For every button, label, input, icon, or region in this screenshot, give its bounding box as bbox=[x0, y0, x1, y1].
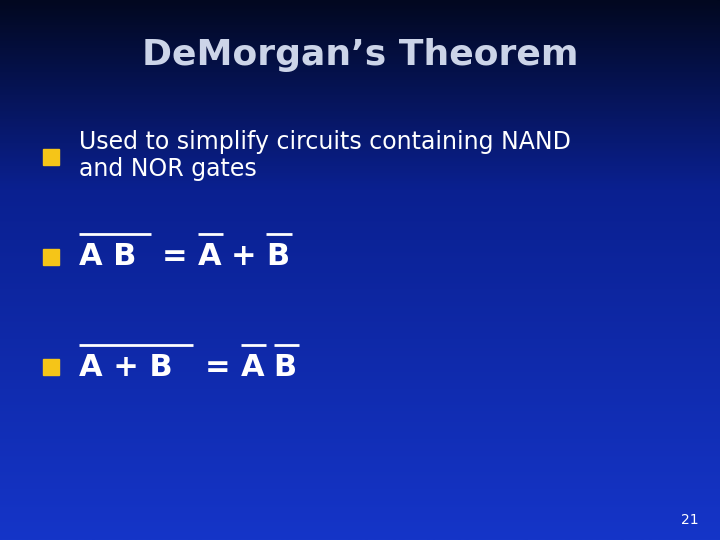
Text: A: A bbox=[241, 353, 265, 382]
Text: 21: 21 bbox=[681, 512, 698, 526]
Text: =: = bbox=[162, 242, 188, 271]
Bar bbox=[43, 149, 59, 165]
Bar bbox=[43, 360, 59, 375]
Text: and NOR gates: and NOR gates bbox=[79, 157, 257, 180]
Text: B: B bbox=[274, 353, 297, 382]
Text: =: = bbox=[205, 353, 231, 382]
Text: A: A bbox=[198, 242, 222, 271]
Bar bbox=[43, 249, 59, 265]
Text: Used to simplify circuits containing NAND: Used to simplify circuits containing NAN… bbox=[79, 130, 571, 153]
Text: A + B: A + B bbox=[79, 353, 173, 382]
Text: B: B bbox=[266, 242, 289, 271]
Text: DeMorgan’s Theorem: DeMorgan’s Theorem bbox=[142, 38, 578, 72]
Text: +: + bbox=[230, 242, 256, 271]
Text: A B: A B bbox=[79, 242, 137, 271]
